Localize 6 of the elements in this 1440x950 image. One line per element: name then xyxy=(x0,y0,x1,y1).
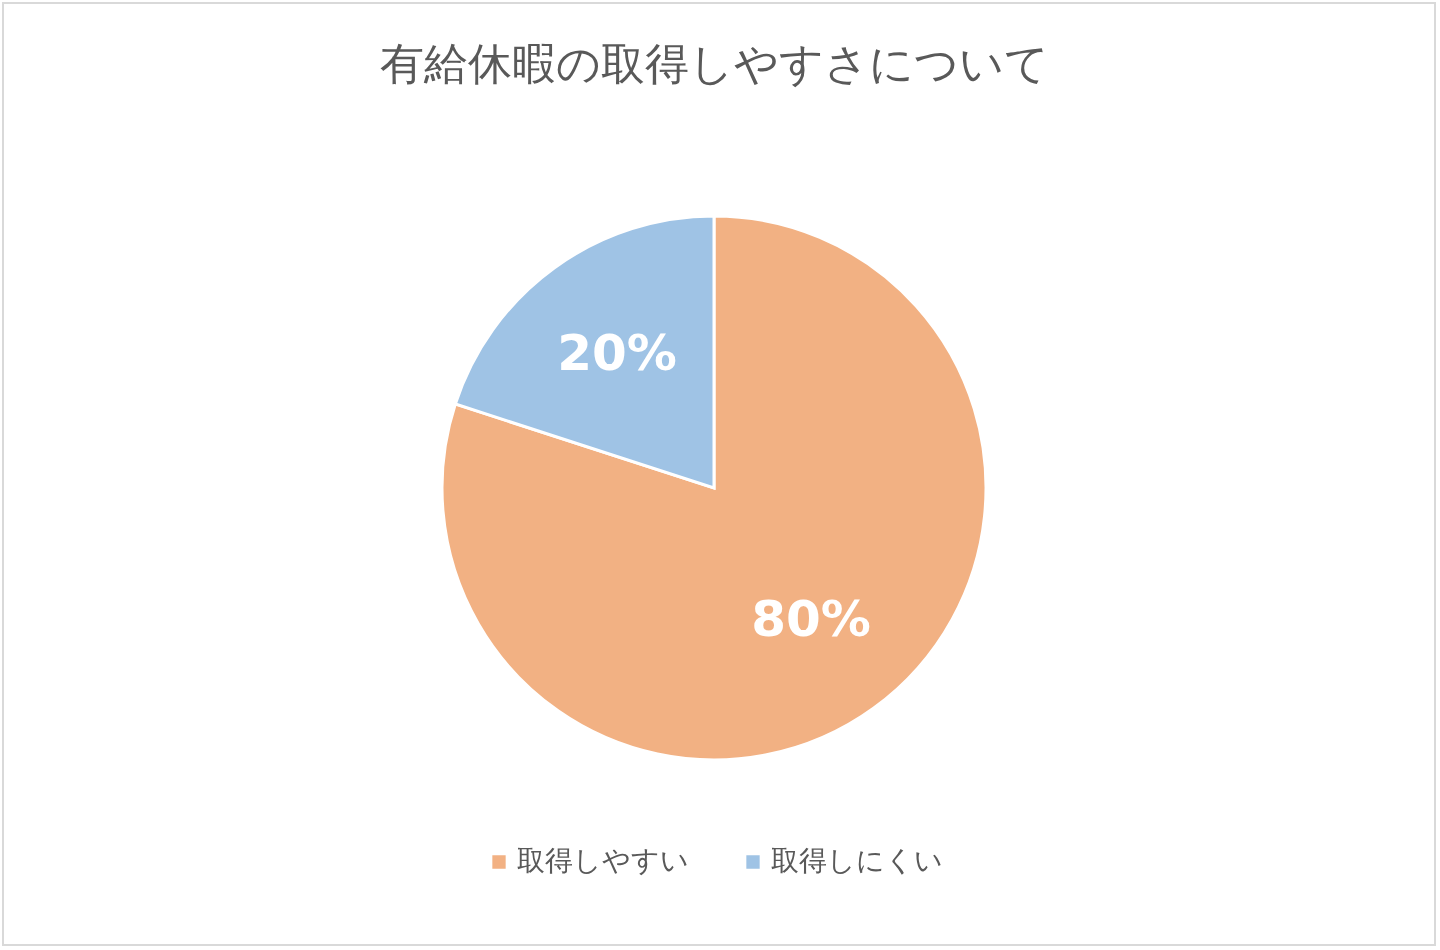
data-label: 80% xyxy=(751,590,871,649)
legend-label: 取得しにくい xyxy=(771,844,943,877)
data-label: 20% xyxy=(557,323,677,382)
chart-title: 有給休暇の取得しやすさについて xyxy=(379,38,1049,89)
legend-label: 取得しやすい xyxy=(517,844,689,877)
pie-slice xyxy=(440,214,988,762)
